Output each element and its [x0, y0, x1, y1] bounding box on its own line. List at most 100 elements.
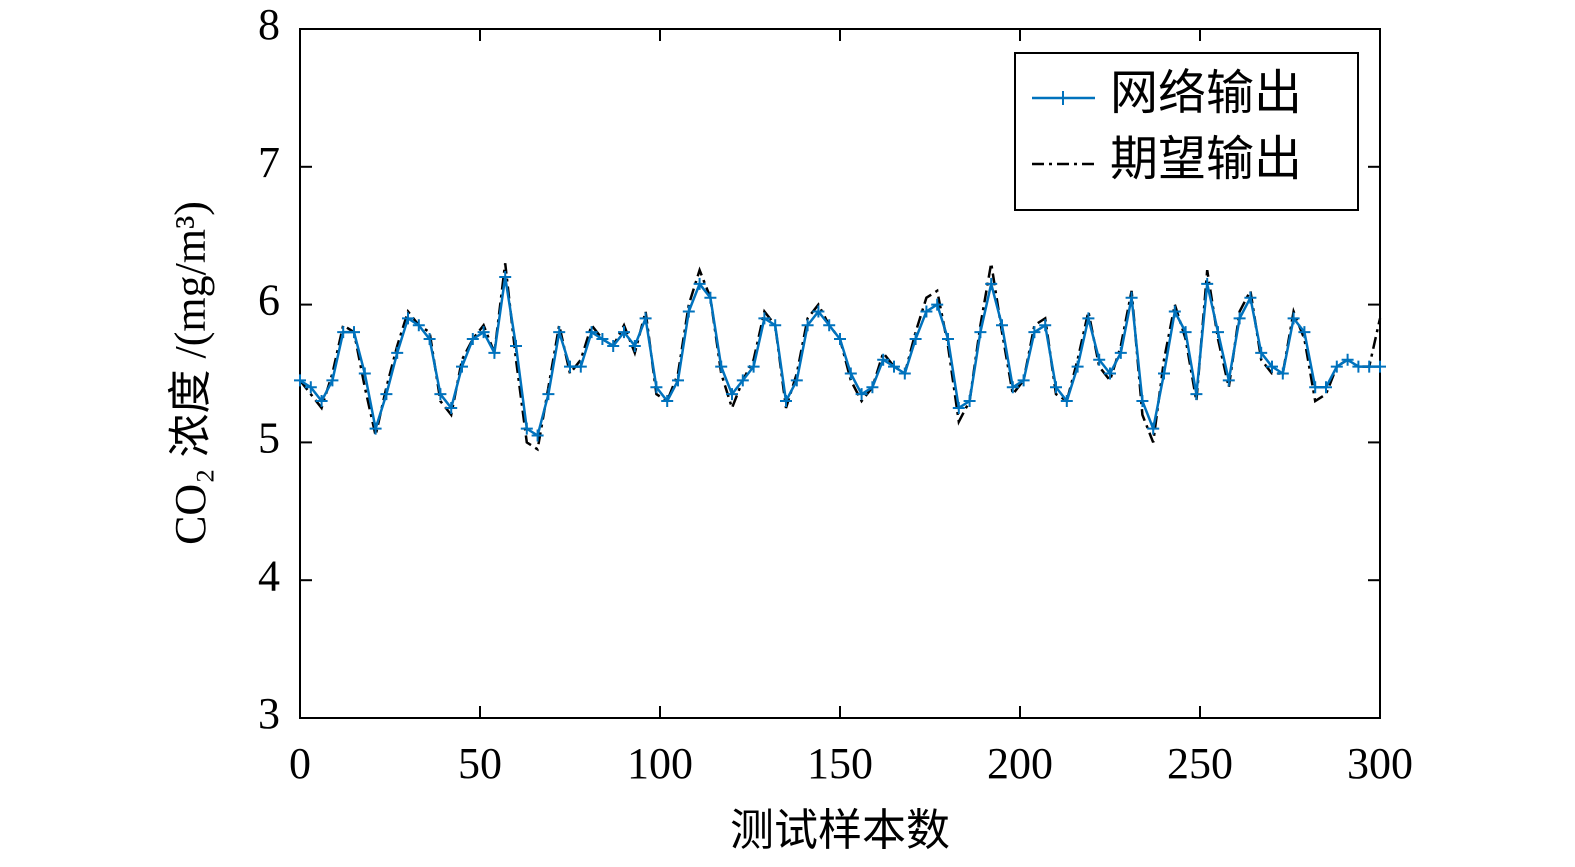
- point-marker: [1320, 381, 1332, 394]
- point-marker: [618, 326, 630, 339]
- point-marker: [585, 326, 598, 339]
- x-tick-label: 150: [807, 739, 873, 788]
- point-marker: [888, 360, 900, 373]
- point-marker: [1125, 291, 1138, 304]
- point-marker: [985, 277, 998, 290]
- point-marker: [1374, 360, 1386, 373]
- point-marker: [1287, 312, 1300, 325]
- point-marker: [1050, 381, 1062, 394]
- legend-label: 网络输出: [1110, 67, 1302, 120]
- point-marker: [769, 319, 782, 332]
- point-marker: [661, 395, 674, 408]
- point-marker: [391, 346, 404, 359]
- point-marker: [855, 388, 868, 401]
- y-tick-label: 3: [258, 689, 280, 738]
- point-marker: [1309, 381, 1322, 394]
- point-marker: [1222, 374, 1235, 387]
- point-marker: [510, 339, 522, 352]
- x-axis-label: 测试样本数: [730, 806, 950, 855]
- y-axis-label: CO₂ 浓度 /(mg/m³): [166, 201, 215, 545]
- point-marker: [1244, 291, 1257, 304]
- point-marker: [736, 374, 749, 387]
- x-tick-label: 100: [627, 739, 693, 788]
- point-marker: [1039, 319, 1052, 332]
- point-marker: [931, 298, 944, 311]
- point-marker: [963, 395, 976, 408]
- point-marker: [704, 291, 717, 304]
- point-marker: [1212, 326, 1224, 339]
- point-marker: [412, 319, 425, 332]
- point-marker: [834, 333, 846, 346]
- point-marker: [715, 360, 728, 373]
- point-marker: [1179, 326, 1192, 339]
- point-marker: [358, 367, 371, 380]
- y-tick-label: 6: [258, 276, 280, 325]
- point-marker: [380, 388, 393, 401]
- point-marker: [348, 326, 360, 339]
- point-marker: [499, 271, 512, 284]
- point-marker: [315, 395, 328, 408]
- y-tick-label: 5: [258, 413, 280, 462]
- point-marker: [574, 360, 587, 373]
- point-marker: [1071, 360, 1084, 373]
- point-marker: [1233, 312, 1246, 325]
- point-marker: [1363, 360, 1376, 373]
- point-marker: [1147, 422, 1160, 435]
- point-marker: [1352, 360, 1365, 373]
- point-marker: [909, 333, 922, 346]
- legend-box: [1014, 52, 1359, 211]
- point-marker: [866, 381, 879, 394]
- point-marker: [1093, 353, 1106, 366]
- point-marker: [445, 401, 458, 414]
- point-marker: [1114, 346, 1127, 359]
- x-tick-label: 300: [1347, 739, 1413, 788]
- point-marker: [747, 360, 760, 373]
- point-marker: [607, 339, 620, 352]
- point-marker: [942, 333, 954, 346]
- point-marker: [693, 277, 706, 290]
- series-line: [299, 276, 1380, 438]
- x-tick-label: 0: [289, 739, 311, 788]
- point-marker: [466, 333, 479, 346]
- point-marker: [553, 326, 566, 339]
- point-marker: [996, 319, 1008, 332]
- y-tick-label: 7: [258, 138, 280, 187]
- point-marker: [823, 319, 836, 332]
- series-line: [299, 263, 1382, 452]
- point-marker: [780, 395, 792, 408]
- point-marker: [337, 326, 350, 339]
- point-marker: [1168, 305, 1181, 318]
- point-marker: [488, 346, 501, 359]
- x-tick-label: 50: [458, 739, 502, 788]
- point-marker: [596, 333, 609, 346]
- point-marker: [726, 388, 738, 401]
- point-marker: [1082, 312, 1095, 325]
- point-marker: [477, 326, 490, 339]
- point-marker: [531, 429, 544, 442]
- point-marker: [369, 422, 382, 435]
- point-marker: [1201, 277, 1214, 290]
- point-marker: [682, 305, 695, 318]
- legend-marker: [1056, 91, 1070, 105]
- point-marker: [758, 312, 771, 325]
- point-marker: [650, 381, 663, 394]
- point-marker: [294, 374, 306, 387]
- point-marker: [1341, 353, 1354, 366]
- point-marker: [1104, 367, 1116, 380]
- point-marker: [1190, 388, 1203, 401]
- point-marker: [434, 388, 447, 401]
- point-marker: [812, 305, 825, 318]
- point-marker: [801, 319, 814, 332]
- point-marker: [1276, 367, 1289, 380]
- point-marker: [456, 360, 468, 373]
- point-marker: [423, 333, 436, 346]
- point-marker: [844, 367, 857, 380]
- point-marker: [1028, 326, 1041, 339]
- y-tick-label: 4: [258, 551, 280, 600]
- point-marker: [1017, 374, 1030, 387]
- point-marker: [1330, 360, 1343, 373]
- x-tick-label: 250: [1167, 739, 1233, 788]
- y-tick-label: 8: [258, 0, 280, 49]
- point-marker: [304, 381, 317, 394]
